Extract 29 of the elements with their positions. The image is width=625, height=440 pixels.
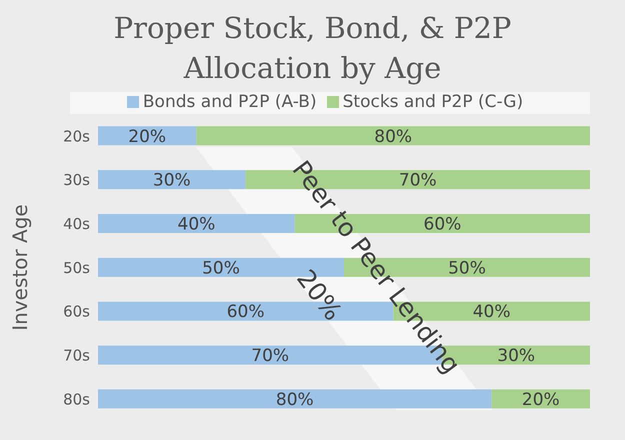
y-tick-label: 70s: [63, 346, 90, 365]
data-label: 70%: [398, 170, 437, 191]
y-tick-label: 40s: [63, 214, 90, 233]
data-label: 30%: [152, 170, 191, 191]
data-label: 20%: [128, 126, 166, 147]
data-label: 40%: [178, 214, 216, 235]
y-axis-title: Investor Age: [8, 204, 32, 331]
data-label: 60%: [226, 302, 264, 322]
data-label: 20%: [522, 390, 560, 410]
data-label: 50%: [202, 258, 240, 278]
bar: [98, 170, 246, 190]
y-tick-label: 50s: [63, 258, 90, 277]
legend-label: Bonds and P2P (A-B): [142, 92, 317, 112]
data-label: 60%: [424, 214, 462, 235]
data-label: 80%: [276, 390, 314, 410]
bar: [196, 126, 590, 146]
y-tick-label: 30s: [63, 171, 90, 190]
data-label: 40%: [472, 302, 510, 322]
bar: [98, 389, 492, 408]
data-label: 30%: [497, 346, 536, 366]
y-tick-label: 80s: [63, 390, 90, 408]
bar: [98, 214, 295, 233]
data-label: 80%: [374, 126, 412, 147]
data-label: 50%: [448, 258, 486, 278]
legend-label: Stocks and P2P (C-G): [342, 92, 524, 112]
y-tick-label: 20s: [63, 127, 90, 146]
data-label: 70%: [251, 346, 290, 366]
chart-title: Proper Stock, Bond, & P2P Allocation by Age: [112, 10, 512, 87]
y-tick-label: 60s: [63, 302, 90, 321]
